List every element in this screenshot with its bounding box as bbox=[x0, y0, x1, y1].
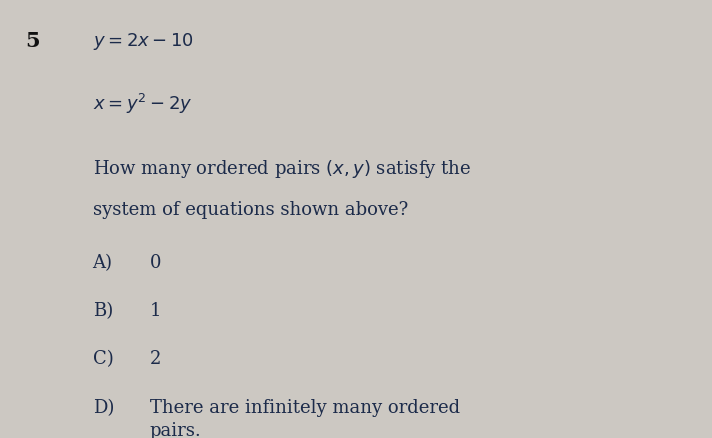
Text: B): B) bbox=[93, 302, 112, 320]
Text: system of equations shown above?: system of equations shown above? bbox=[93, 201, 408, 219]
Text: How many ordered pairs $(x,y)$ satisfy the: How many ordered pairs $(x,y)$ satisfy t… bbox=[93, 158, 471, 180]
Text: C): C) bbox=[93, 350, 113, 368]
Text: 5: 5 bbox=[25, 31, 40, 51]
Text: $y = 2x - 10$: $y = 2x - 10$ bbox=[93, 31, 194, 52]
Text: A): A) bbox=[93, 254, 112, 272]
Text: 1: 1 bbox=[150, 302, 161, 320]
Text: $x = y^2 - 2y$: $x = y^2 - 2y$ bbox=[93, 92, 192, 116]
Text: 0: 0 bbox=[150, 254, 161, 272]
Text: There are infinitely many ordered
pairs.: There are infinitely many ordered pairs. bbox=[150, 399, 460, 438]
Text: 2: 2 bbox=[150, 350, 161, 368]
Text: D): D) bbox=[93, 399, 114, 417]
